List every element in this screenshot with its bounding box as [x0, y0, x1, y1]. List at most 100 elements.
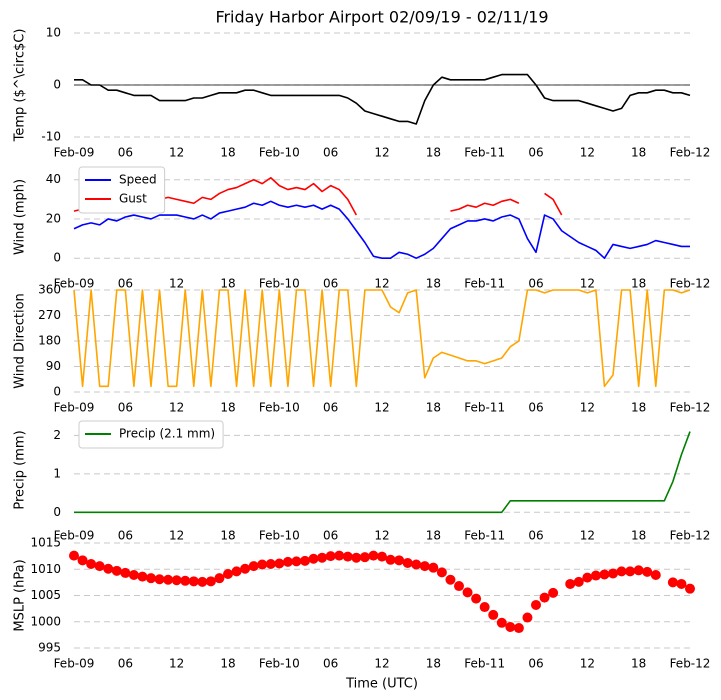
- data-point: [608, 568, 618, 579]
- data-point: [377, 551, 387, 562]
- x-tick-label: Feb-11: [464, 146, 505, 160]
- x-tick-label: Feb-12: [670, 529, 711, 543]
- data-point: [402, 557, 413, 568]
- data-point: [471, 593, 482, 604]
- x-tick-label: Feb-11: [464, 277, 505, 291]
- data-point: [642, 566, 653, 577]
- x-axis-label: Time (UTC): [345, 677, 418, 692]
- x-tick-label: 12: [169, 146, 184, 160]
- data-point: [573, 576, 584, 587]
- x-tick-label: 18: [220, 401, 235, 415]
- x-tick-label: 12: [374, 277, 389, 291]
- data-point: [599, 569, 610, 580]
- series-line: [73, 289, 691, 388]
- x-tick-label: 12: [169, 277, 184, 291]
- data-point: [154, 574, 165, 585]
- data-point: [163, 574, 174, 585]
- data-point: [385, 554, 396, 565]
- data-point: [488, 609, 499, 620]
- data-point: [479, 602, 490, 613]
- data-point: [513, 623, 524, 634]
- subplot: Wind (mph) 0 20 40 Feb-09 06 12 18 Feb-10 06 12 18 F…: [13, 166, 711, 291]
- data-point: [248, 561, 259, 572]
- data-point: [496, 617, 507, 628]
- data-point: [223, 568, 233, 579]
- x-tick-label: 06: [528, 529, 543, 543]
- x-tick-label: 18: [631, 401, 646, 415]
- y-tick-label: 0: [53, 251, 61, 265]
- x-tick-label: 06: [323, 657, 338, 671]
- data-point: [214, 573, 225, 584]
- chart-title: Friday Harbor Airport 02/09/19 - 02/11/1…: [215, 8, 548, 27]
- data-point: [188, 576, 199, 587]
- x-tick-label: Feb-12: [670, 277, 711, 291]
- x-tick-label: 18: [220, 146, 235, 160]
- y-tick-label: 180: [38, 334, 61, 348]
- x-tick-label: 06: [118, 146, 133, 160]
- x-tick-label: Feb-09: [54, 529, 95, 543]
- x-tick-label: Feb-10: [259, 277, 300, 291]
- y-tick-label: 20: [46, 211, 61, 225]
- y-tick-label: 40: [46, 172, 61, 186]
- data-point: [265, 559, 276, 569]
- x-tick-label: 06: [323, 529, 338, 543]
- y-tick-label: 1: [53, 466, 61, 480]
- x-tick-label: Feb-10: [259, 529, 300, 543]
- legend-box: [78, 420, 224, 449]
- x-tick-label: 18: [631, 277, 646, 291]
- data-point: [103, 563, 114, 574]
- x-tick-label: 12: [580, 657, 595, 671]
- x-tick-label: 12: [374, 529, 389, 543]
- x-tick-label: 18: [426, 277, 441, 291]
- x-tick-label: Feb-09: [54, 277, 95, 291]
- x-tick-label: 12: [374, 401, 389, 415]
- y-tick-label: -10: [41, 130, 61, 144]
- series-line: [74, 73, 691, 125]
- y-tick-label: 1015: [30, 536, 61, 550]
- data-point: [257, 559, 268, 570]
- data-point: [231, 566, 242, 577]
- x-tick-label: 18: [220, 529, 235, 543]
- y-tick-label: 995: [38, 641, 61, 655]
- y-axis-label: Wind Direction: [13, 293, 28, 389]
- x-tick-label: Feb-11: [464, 529, 505, 543]
- y-tick-label: 1010: [30, 562, 61, 576]
- y-axis-label: Temp ($^\circ$C): [13, 29, 28, 143]
- data-point: [436, 567, 447, 578]
- data-point: [539, 592, 550, 603]
- data-point: [625, 566, 636, 577]
- data-point: [111, 565, 122, 576]
- x-tick-label: Feb-10: [259, 401, 300, 415]
- data-point: [685, 583, 695, 594]
- data-point: [667, 577, 678, 588]
- x-tick-label: 12: [374, 146, 389, 160]
- x-tick-label: 12: [169, 401, 184, 415]
- data-point: [462, 587, 473, 598]
- x-tick-label: 06: [118, 401, 133, 415]
- x-tick-label: 06: [528, 146, 543, 160]
- subplot: Friday Harbor Airport 02/09/19 - 02/11/1…: [13, 8, 711, 160]
- data-point: [291, 556, 302, 567]
- series-line: [73, 200, 690, 259]
- data-point: [94, 561, 105, 572]
- x-tick-label: 18: [426, 146, 441, 160]
- x-tick-label: 06: [118, 657, 133, 671]
- x-tick-label: 06: [118, 529, 133, 543]
- x-tick-label: 06: [323, 401, 338, 415]
- data-point: [616, 566, 627, 577]
- data-point: [282, 556, 293, 567]
- y-axis-label: Precip (mm): [13, 430, 28, 509]
- data-point: [77, 555, 88, 566]
- data-point: [334, 550, 345, 561]
- data-point: [394, 555, 405, 566]
- x-tick-label: 06: [528, 277, 543, 291]
- y-tick-label: 90: [46, 359, 61, 373]
- data-point: [419, 561, 430, 572]
- x-tick-label: 18: [426, 401, 441, 415]
- y-axis-label: Wind (mph): [13, 179, 28, 255]
- y-tick-label: 270: [38, 308, 61, 322]
- y-tick-label: 0: [53, 78, 61, 92]
- data-point: [522, 612, 533, 623]
